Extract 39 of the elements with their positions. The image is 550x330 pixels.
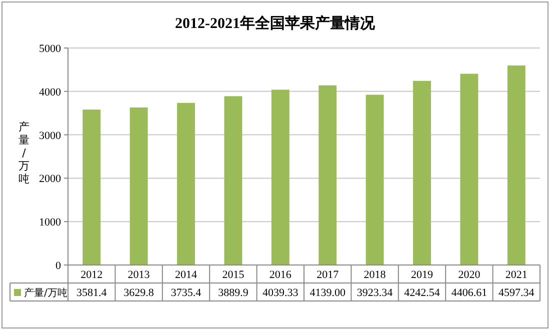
y-tick-label: 1000 (39, 216, 62, 229)
x-tick-label: 2018 (364, 269, 386, 281)
bar (177, 102, 195, 265)
data-label: 4039.33 (262, 287, 299, 299)
y-tick-label: 2000 (39, 173, 62, 186)
x-tick-label: 2014 (175, 269, 198, 281)
data-label: 3889.9 (218, 287, 249, 299)
x-tick-label: 2019 (411, 269, 434, 281)
bar (224, 96, 242, 265)
data-label: 3629.8 (124, 287, 154, 299)
bar (366, 94, 384, 265)
y-axis-title: 产量/万吨 (18, 120, 30, 186)
bar (413, 80, 431, 265)
bar (318, 85, 337, 265)
x-tick-label: 2021 (505, 269, 528, 281)
bar (507, 65, 526, 265)
y-tick-label: 5000 (39, 43, 62, 55)
y-tick-label: 0 (56, 260, 62, 272)
bar (130, 107, 148, 265)
bar (271, 90, 290, 265)
data-label: 3735.4 (170, 287, 202, 299)
bar (460, 74, 478, 265)
y-tick-label: 3000 (39, 130, 62, 142)
data-label: 4242.54 (404, 287, 440, 299)
data-label: 3923.34 (356, 287, 394, 299)
data-label: 3581.4 (76, 287, 108, 299)
x-tick-label: 2012 (80, 269, 103, 281)
bar (82, 110, 101, 265)
data-label: 4597.34 (498, 287, 535, 299)
x-tick-label: 2016 (269, 269, 292, 281)
x-tick-label: 2020 (458, 269, 481, 281)
y-tick-label: 4000 (39, 86, 62, 98)
data-label: 4406.61 (451, 287, 488, 299)
x-tick-label: 2013 (128, 269, 150, 281)
chart-title: 2012-2021年全国苹果产量情况 (175, 15, 376, 32)
x-tick-label: 2015 (222, 269, 245, 281)
data-label: 4139.00 (310, 287, 346, 299)
legend-label: 产量/万吨 (24, 287, 68, 299)
x-tick-label: 2017 (316, 269, 340, 281)
